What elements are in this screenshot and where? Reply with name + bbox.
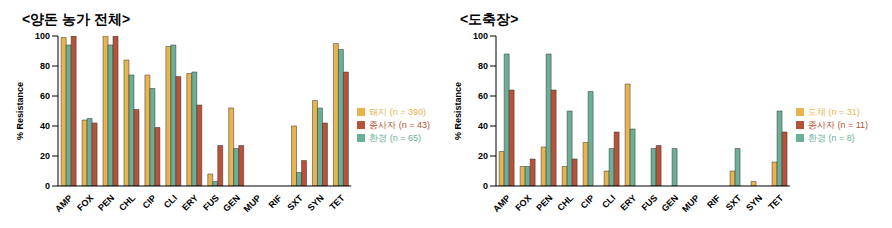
svg-text:MUP: MUP — [680, 193, 701, 214]
svg-text:AMP: AMP — [53, 193, 74, 214]
svg-text:PEN: PEN — [96, 193, 116, 213]
svg-text:20: 20 — [478, 151, 488, 161]
svg-text:CIP: CIP — [579, 193, 597, 211]
svg-text:20: 20 — [40, 151, 50, 161]
html-text:종사자 (n = 43): 종사자 (n = 43) — [369, 119, 430, 130]
html-text:환경 (n = 65): 환경 (n = 65) — [369, 132, 421, 143]
html-text:<양돈 농가 전체>: <양돈 농가 전체> — [22, 11, 131, 27]
html-text:종사자 (n = 11): 종사자 (n = 11) — [807, 119, 868, 130]
svg-text:SXT: SXT — [724, 193, 744, 213]
svg-text:TET: TET — [328, 193, 347, 212]
svg-text:GEN: GEN — [659, 193, 680, 214]
svg-text:60: 60 — [40, 91, 50, 101]
svg-text:100: 100 — [35, 31, 50, 41]
svg-text:SYN: SYN — [306, 193, 326, 213]
svg-text:FOX: FOX — [513, 193, 533, 213]
svg-text:CIP: CIP — [140, 193, 158, 211]
svg-text:CLI: CLI — [600, 193, 617, 210]
svg-text:FUS: FUS — [640, 193, 660, 213]
svg-text:80: 80 — [478, 61, 488, 71]
svg-text:ERY: ERY — [618, 193, 638, 213]
svg-text:% Resistance: % Resistance — [15, 82, 25, 140]
html-text:환경 (n = 8): 환경 (n = 8) — [807, 132, 855, 143]
svg-text:60: 60 — [478, 91, 488, 101]
svg-text:FUS: FUS — [201, 193, 221, 213]
svg-text:0: 0 — [45, 181, 50, 191]
svg-text:SXT: SXT — [285, 193, 305, 213]
html-text:도체 (n = 31): 도체 (n = 31) — [807, 106, 860, 117]
svg-text:RIF: RIF — [705, 193, 723, 211]
html-text:<도축장>: <도축장> — [460, 11, 519, 27]
svg-text:% Resistance: % Resistance — [453, 82, 463, 140]
svg-text:SYN: SYN — [744, 193, 764, 213]
svg-text:AMP: AMP — [491, 193, 512, 214]
html-text:돼지 (n = 390): 돼지 (n = 390) — [369, 106, 426, 117]
svg-text:TET: TET — [766, 193, 785, 212]
svg-text:100: 100 — [473, 31, 488, 41]
svg-text:CHL: CHL — [555, 193, 576, 214]
svg-text:40: 40 — [40, 121, 50, 131]
svg-text:CHL: CHL — [117, 193, 138, 214]
svg-text:FOX: FOX — [75, 193, 95, 213]
svg-text:40: 40 — [478, 121, 488, 131]
svg-text:RIF: RIF — [267, 193, 285, 211]
svg-text:GEN: GEN — [221, 193, 242, 214]
svg-text:0: 0 — [483, 181, 488, 191]
svg-text:ERY: ERY — [180, 193, 200, 213]
svg-text:MUP: MUP — [242, 193, 263, 214]
svg-text:80: 80 — [40, 61, 50, 71]
svg-text:CLI: CLI — [162, 193, 179, 210]
svg-text:PEN: PEN — [534, 193, 554, 213]
